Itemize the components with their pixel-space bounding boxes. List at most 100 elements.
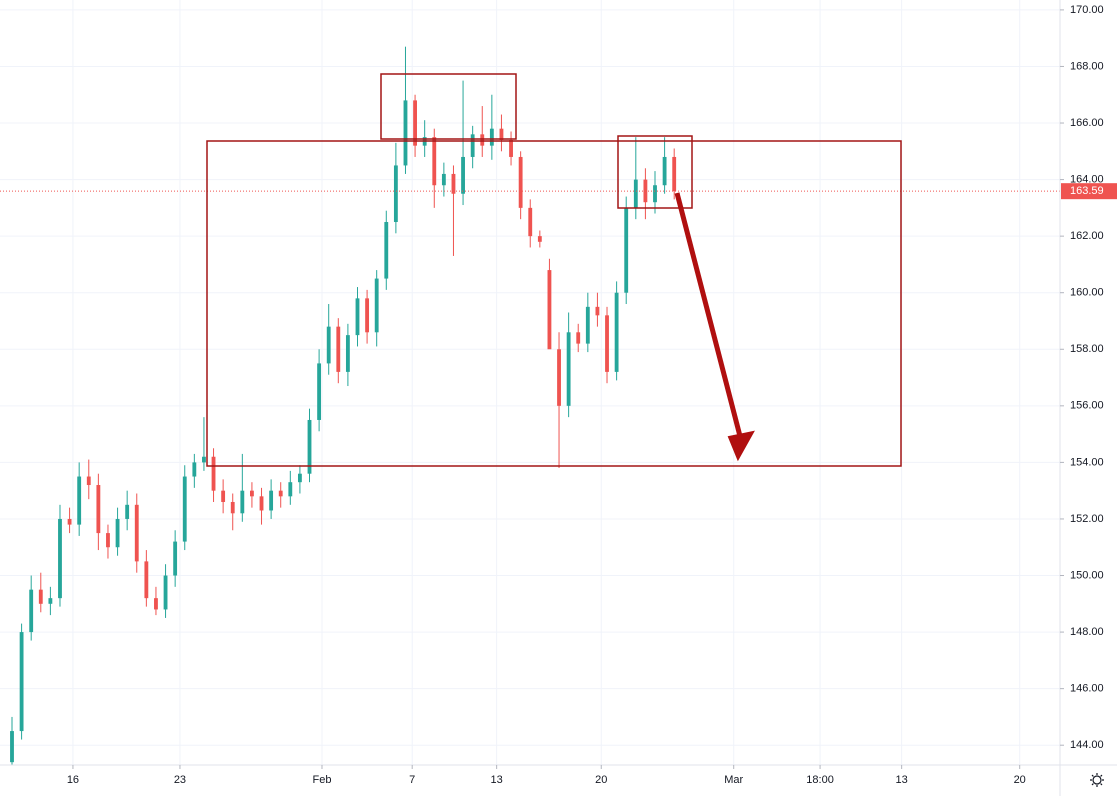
candle-body — [585, 306, 590, 344]
candle-body — [192, 462, 197, 477]
candle-body — [202, 456, 206, 463]
candle-body — [480, 134, 485, 146]
candles — [0, 46, 1060, 765]
candle-body — [240, 490, 245, 514]
candle-body — [566, 332, 571, 406]
x-tick-label: 13 — [896, 774, 908, 786]
candle-body — [672, 156, 677, 192]
candle-body — [144, 561, 149, 599]
candle-body — [134, 504, 139, 562]
candle-body — [509, 139, 513, 157]
candle-body — [38, 589, 43, 604]
x-tick-label: 7 — [409, 774, 415, 786]
candle-body — [317, 363, 322, 420]
x-tick-label: 23 — [174, 774, 186, 786]
y-tick-label: 156.00 — [1070, 400, 1104, 412]
candle-body — [77, 476, 82, 525]
candle-body — [288, 482, 293, 497]
candle-body — [374, 278, 379, 333]
axes: 144.00 146.00 148.00 150.00 152.00 154.00 156.… — [67, 4, 1117, 786]
range-box — [206, 140, 902, 467]
candle-body — [557, 349, 561, 406]
y-tick-label: 152.00 — [1070, 513, 1104, 525]
drawings — [206, 73, 902, 467]
top-box — [380, 73, 517, 140]
candle-body — [96, 485, 101, 534]
x-tick-label: 13 — [491, 774, 503, 786]
candle-body — [595, 306, 600, 316]
candle-body — [230, 501, 235, 514]
candle-body — [547, 270, 552, 350]
candle-body — [19, 632, 24, 732]
candle-body — [489, 128, 494, 146]
candle-body — [624, 207, 629, 293]
candle-body — [336, 326, 341, 372]
arrow-shaft — [674, 192, 744, 441]
candle-body — [518, 156, 523, 208]
candle-body — [67, 518, 72, 525]
candle-body — [173, 541, 178, 576]
candle-body — [115, 518, 120, 548]
candle-body — [269, 490, 274, 511]
y-tick-label: 144.00 — [1070, 739, 1104, 751]
candle-body — [86, 476, 91, 486]
candle-body — [307, 419, 312, 474]
candle-body — [125, 504, 130, 519]
candle-body — [278, 490, 283, 497]
candle-body — [413, 100, 417, 146]
grid — [0, 0, 1060, 765]
last-price-label: 163.59 — [1070, 185, 1104, 197]
candle-body — [250, 490, 254, 497]
arrow-head — [727, 430, 755, 462]
y-tick-label: 146.00 — [1070, 683, 1104, 695]
candle-body — [614, 292, 619, 372]
candle-body — [355, 298, 360, 336]
y-tick-label: 160.00 — [1070, 287, 1104, 299]
candle-body — [365, 298, 370, 333]
candle-body — [403, 100, 408, 166]
gear-ring — [1092, 775, 1102, 785]
x-tick-label: Feb — [312, 774, 331, 786]
x-tick-label: 18:00 — [806, 774, 834, 786]
candle-body — [537, 236, 542, 242]
x-tick-label: Mar — [724, 774, 743, 786]
candle-body — [163, 575, 168, 610]
candle-body — [470, 134, 475, 157]
candle-body — [48, 598, 53, 604]
candle-body — [10, 731, 14, 763]
candle-body — [576, 332, 581, 344]
y-tick-label: 154.00 — [1070, 456, 1104, 468]
y-tick-label: 166.00 — [1070, 117, 1104, 129]
y-tick-label: 150.00 — [1070, 569, 1104, 581]
last-price-tag — [1061, 183, 1117, 200]
y-tick-label: 168.00 — [1070, 60, 1104, 72]
candle-body — [345, 335, 350, 372]
y-tick-label: 164.00 — [1070, 173, 1104, 185]
candle-body — [633, 179, 638, 208]
candle-body — [393, 165, 398, 223]
y-tick-label: 170.00 — [1070, 4, 1104, 16]
candle-body — [432, 137, 437, 186]
candle-body — [528, 207, 533, 237]
candle-body — [451, 173, 456, 194]
candle-body — [58, 518, 62, 599]
candle-body — [259, 496, 264, 511]
candle-body — [211, 456, 216, 491]
candle-body — [441, 173, 446, 186]
candle-body — [182, 476, 187, 542]
y-tick-label: 148.00 — [1070, 626, 1104, 638]
candle-body — [221, 490, 226, 502]
candle-body — [461, 156, 465, 194]
y-tick-label: 162.00 — [1070, 230, 1104, 242]
candle-body — [653, 185, 657, 203]
candle-body — [499, 128, 504, 140]
x-tick-label: 16 — [67, 774, 79, 786]
candle-body — [384, 222, 389, 279]
y-tick-label: 158.00 — [1070, 343, 1104, 355]
retest-box — [617, 135, 693, 209]
settings-icon[interactable] — [1090, 773, 1104, 787]
gear-teeth — [1090, 773, 1104, 787]
x-tick-label: 20 — [1014, 774, 1026, 786]
